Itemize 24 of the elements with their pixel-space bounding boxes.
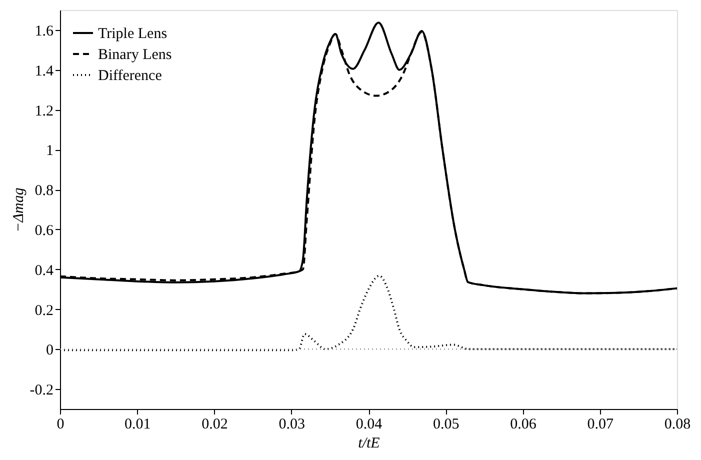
x-tick-label: 0.04 [356, 416, 383, 432]
y-tick-label: 0.6 [34, 222, 54, 239]
y-tick-label: 1.4 [34, 63, 54, 80]
x-tick-label: 0.07 [587, 416, 614, 432]
y-tick-label: 0.4 [34, 262, 54, 279]
y-tick-label: 1.6 [34, 23, 54, 40]
x-tick-label: 0.06 [510, 416, 537, 432]
y-tick-label: 0.2 [34, 302, 54, 319]
x-tick-label: 0.08 [664, 416, 691, 432]
y-axis-title: −Δmag [10, 187, 27, 232]
y-tick-label: 0.8 [34, 183, 54, 200]
x-tick-label: 0 [56, 416, 64, 432]
x-axis-title: t/tE [358, 436, 380, 452]
legend-label: Difference [98, 68, 162, 84]
x-tick-label: 0.01 [124, 416, 151, 432]
x-tick-label: 0.03 [278, 416, 305, 432]
y-tick-label: 0 [46, 342, 54, 359]
y-tick-label: 1.2 [34, 103, 54, 120]
legend-label: Triple Lens [98, 26, 168, 42]
y-tick-label: -0.2 [30, 382, 54, 399]
y-tick-label: 1 [46, 143, 54, 160]
legend-label: Binary Lens [98, 47, 172, 63]
x-tick-label: 0.05 [433, 416, 460, 432]
x-tick-label: 0.02 [202, 416, 228, 432]
